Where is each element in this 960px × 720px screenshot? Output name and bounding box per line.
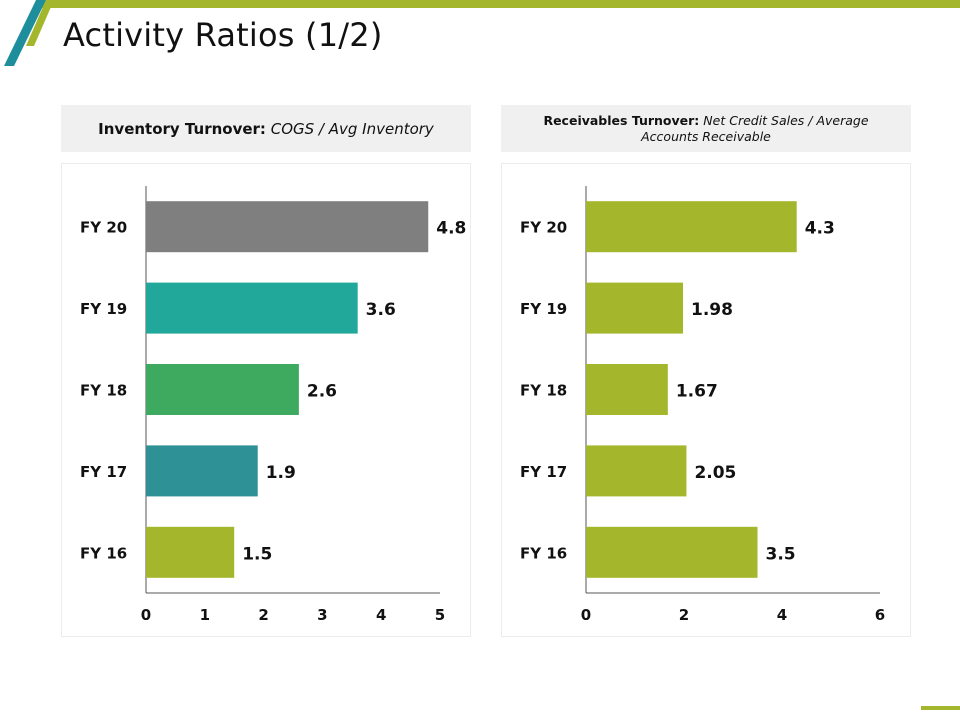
inventory-value-label: 4.8 [436,219,466,239]
bottom-accent-bar [921,706,960,710]
inventory-turnover-chart-panel: FY 20 4.8 FY 19 3.6 FY 18 2.6 FY 17 1.9 FY 16 1.5… [61,163,471,637]
receivables-header-formula: Net Credit Sales / Average Accounts Rece… [641,112,869,144]
inventory-turnover-chart: FY 20 4.8 FY 19 3.6 FY 18 2.6 FY 17 1.9 FY 16 1.5… [80,186,466,624]
receivables-bar [586,445,687,497]
inventory-x-tick-label: 5 [435,606,445,624]
receivables-category-label: FY 20 [520,219,567,237]
inventory-x-tick-label: 3 [317,606,327,624]
receivables-category-label: FY 17 [520,463,567,481]
receivables-turnover-chart-panel: FY 20 4.3 FY 19 1.98 FY 18 1.67 FY 17 2.05 FY 16… [501,163,911,637]
receivables-turnover-chart: FY 20 4.3 FY 19 1.98 FY 18 1.67 FY 17 2.05 FY 16… [520,186,885,624]
receivables-bar [586,364,668,415]
receivables-bar [586,201,797,253]
inventory-category-label: FY 17 [80,463,127,481]
receivables-value-label: 4.3 [805,219,835,239]
inventory-category-label: FY 16 [80,544,127,562]
receivables-category-label: FY 18 [520,382,567,400]
inventory-value-label: 1.9 [266,463,296,483]
receivables-value-label: 3.5 [766,544,796,564]
receivables-x-tick-label: 0 [581,606,591,624]
green-slash [26,0,54,46]
inventory-header-label: Inventory Turnover: [98,119,266,138]
inventory-category-label: FY 19 [80,300,127,318]
receivables-x-tick-label: 4 [777,606,787,624]
inventory-x-tick-label: 1 [200,606,210,624]
top-accent-bar [42,0,960,8]
receivables-category-label: FY 16 [520,544,567,562]
inventory-value-label: 2.6 [307,382,337,402]
receivables-bar [586,526,758,578]
receivables-x-tick-label: 6 [875,606,885,624]
receivables-x-tick-label: 2 [679,606,689,624]
inventory-x-tick-label: 4 [376,606,386,624]
inventory-bar [146,282,358,334]
inventory-x-tick-label: 0 [141,606,151,624]
inventory-bar [146,526,235,578]
receivables-value-label: 2.05 [694,463,736,483]
inventory-turnover-header: Inventory Turnover: COGS / Avg Inventory [61,105,471,152]
inventory-bar [146,364,299,415]
receivables-category-label: FY 19 [520,300,567,318]
receivables-bar [586,282,684,334]
inventory-category-label: FY 18 [80,382,127,400]
inventory-bar [146,201,429,253]
inventory-value-label: 3.6 [366,300,396,320]
page-title: Activity Ratios (1/2) [63,16,383,54]
corner-slash-decoration [4,0,54,66]
inventory-category-label: FY 20 [80,219,127,237]
receivables-value-label: 1.67 [676,382,718,402]
inventory-value-label: 1.5 [242,544,272,564]
receivables-value-label: 1.98 [691,300,733,320]
teal-slash [4,0,46,66]
inventory-x-tick-label: 2 [258,606,268,624]
inventory-header-formula: COGS / Avg Inventory [270,119,434,138]
receivables-header-label: Receivables Turnover: [543,112,700,128]
receivables-turnover-header: Receivables Turnover: Net Credit Sales /… [501,105,911,152]
inventory-bar [146,445,258,497]
